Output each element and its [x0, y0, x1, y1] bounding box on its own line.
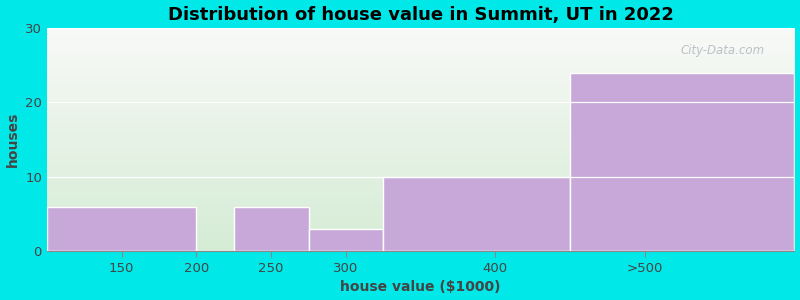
- Bar: [570, 73, 794, 251]
- Bar: [47, 207, 196, 251]
- Bar: [309, 229, 383, 251]
- Title: Distribution of house value in Summit, UT in 2022: Distribution of house value in Summit, U…: [168, 6, 674, 24]
- Bar: [383, 177, 570, 251]
- Text: City-Data.com: City-Data.com: [681, 44, 765, 56]
- X-axis label: house value ($1000): house value ($1000): [340, 280, 501, 294]
- Y-axis label: houses: houses: [6, 112, 19, 167]
- Bar: [234, 207, 309, 251]
